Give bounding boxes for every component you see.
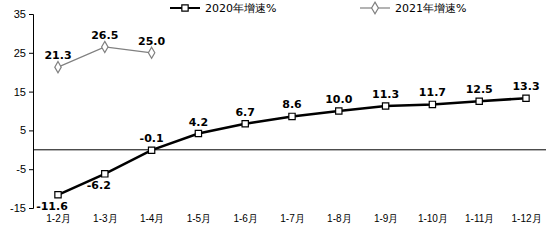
plot-area <box>55 41 529 198</box>
x-tick: 1-9月 <box>374 213 398 224</box>
y-tick-label: -15 <box>10 202 26 214</box>
series-marker <box>148 147 154 153</box>
x-tick: 1-2月 <box>46 213 70 224</box>
series-marker <box>289 113 295 119</box>
y-tick: -5 <box>16 163 33 175</box>
data-label: 13.3 <box>512 80 539 93</box>
legend-item: 2021年增速% <box>360 2 466 15</box>
y-tick-label: 25 <box>14 47 26 59</box>
y-axis: -15 -5 5 15 25 35 <box>10 8 33 214</box>
x-tick: 1-4月 <box>140 213 164 224</box>
zero-line <box>33 149 546 150</box>
data-label: 26.5 <box>91 29 118 42</box>
series-marker <box>429 101 435 107</box>
data-label: -11.6 <box>36 200 68 213</box>
series-marker <box>102 171 108 177</box>
series-line <box>58 98 526 195</box>
x-tick: 1-5月 <box>187 213 211 224</box>
x-tick: 1-7月 <box>280 213 304 224</box>
x-tick-label: 1-10月 <box>418 213 448 224</box>
x-tick-label: 1-8月 <box>327 213 351 224</box>
y-tick-mark <box>29 14 33 15</box>
x-tick-label: 1-6月 <box>233 213 257 224</box>
y-tick-mark <box>29 92 33 93</box>
series-marker <box>476 98 482 104</box>
legend-label: 2020年增速% <box>205 2 276 15</box>
series-marker <box>148 47 154 58</box>
x-tick-label: 1-7月 <box>280 213 304 224</box>
x-tick: 1-10月 <box>418 213 448 224</box>
y-tick: 15 <box>14 86 33 98</box>
x-tick: 1-11月 <box>465 213 494 224</box>
legend: 2020年增速% 2021年增速% <box>170 2 466 15</box>
series-marker <box>55 62 61 73</box>
data-label: 6.7 <box>235 106 255 119</box>
y-tick: 35 <box>14 8 33 20</box>
y-tick-label: 5 <box>20 124 26 136</box>
x-tick-label: 1-12月 <box>511 213 541 224</box>
y-tick-label: -5 <box>16 163 26 175</box>
x-axis: 1-2月 1-3月 1-4月 1-5月 1-6月 1-7月 1-8月 1-9月 1-10月 1-1… <box>46 213 541 224</box>
legend-swatch-marker <box>372 2 379 14</box>
x-tick: 1-6月 <box>233 213 257 224</box>
x-tick: 1-8月 <box>327 213 351 224</box>
y-tick-label: 15 <box>14 86 26 98</box>
legend-label: 2021年增速% <box>395 2 466 15</box>
data-label: 11.7 <box>419 86 446 99</box>
y-tick-label: 35 <box>14 8 26 20</box>
y-tick-mark <box>29 169 33 170</box>
y-tick: 25 <box>14 47 33 59</box>
series-marker <box>382 103 388 109</box>
x-tick-label: 1-2月 <box>46 213 70 224</box>
y-axis-line <box>29 15 34 209</box>
y-tick-mark <box>29 130 33 131</box>
x-tick-label: 1-5月 <box>187 213 211 224</box>
data-labels: -11.6 -6.2 -0.1 4.2 6.7 8.6 10.0 11.3 11.7 12.5 13… <box>36 29 539 213</box>
y-tick: -15 <box>10 202 33 214</box>
x-tick-label: 1-11月 <box>465 213 494 224</box>
x-tick-label: 1-9月 <box>374 213 398 224</box>
series-marker <box>523 95 529 101</box>
x-tick: 1-3月 <box>93 213 117 224</box>
x-tick: 1-12月 <box>511 213 541 224</box>
data-label: 10.0 <box>325 93 352 106</box>
x-tick-label: 1-4月 <box>140 213 164 224</box>
data-label: -6.2 <box>87 179 111 192</box>
series-marker <box>102 41 108 52</box>
y-tick-mark <box>29 208 33 209</box>
x-tick-label: 1-3月 <box>93 213 117 224</box>
series-marker <box>55 192 61 198</box>
data-label: 8.6 <box>282 98 302 111</box>
data-label: 11.3 <box>372 88 399 101</box>
legend-swatch-marker <box>182 5 188 11</box>
series-marker <box>336 108 342 114</box>
data-label: -0.1 <box>140 132 164 145</box>
y-tick: 5 <box>20 124 33 136</box>
y-tick-mark <box>29 53 33 54</box>
legend-item: 2020年增速% <box>170 2 276 15</box>
data-label: 4.2 <box>189 116 209 129</box>
data-label: 21.3 <box>44 49 71 62</box>
data-label: 25.0 <box>138 35 165 48</box>
series-marker <box>242 121 248 127</box>
data-label: 12.5 <box>466 83 493 96</box>
series-marker <box>195 130 201 136</box>
